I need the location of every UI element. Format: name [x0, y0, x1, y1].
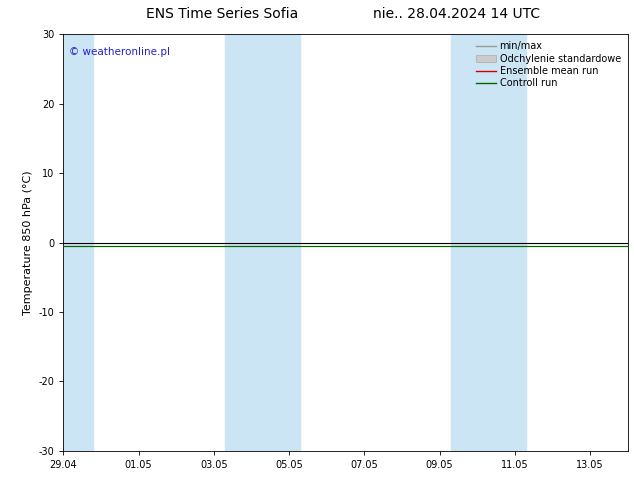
- Y-axis label: Temperature 850 hPa (°C): Temperature 850 hPa (°C): [23, 170, 33, 315]
- Text: ENS Time Series Sofia: ENS Time Series Sofia: [146, 7, 298, 22]
- Bar: [451, 34, 526, 451]
- Text: nie.. 28.04.2024 14 UTC: nie.. 28.04.2024 14 UTC: [373, 7, 540, 22]
- Legend: min/max, Odchylenie standardowe, Ensemble mean run, Controll run: min/max, Odchylenie standardowe, Ensembl…: [474, 39, 623, 90]
- Text: © weatheronline.pl: © weatheronline.pl: [69, 47, 170, 57]
- Bar: [225, 34, 301, 451]
- Bar: [63, 34, 93, 451]
